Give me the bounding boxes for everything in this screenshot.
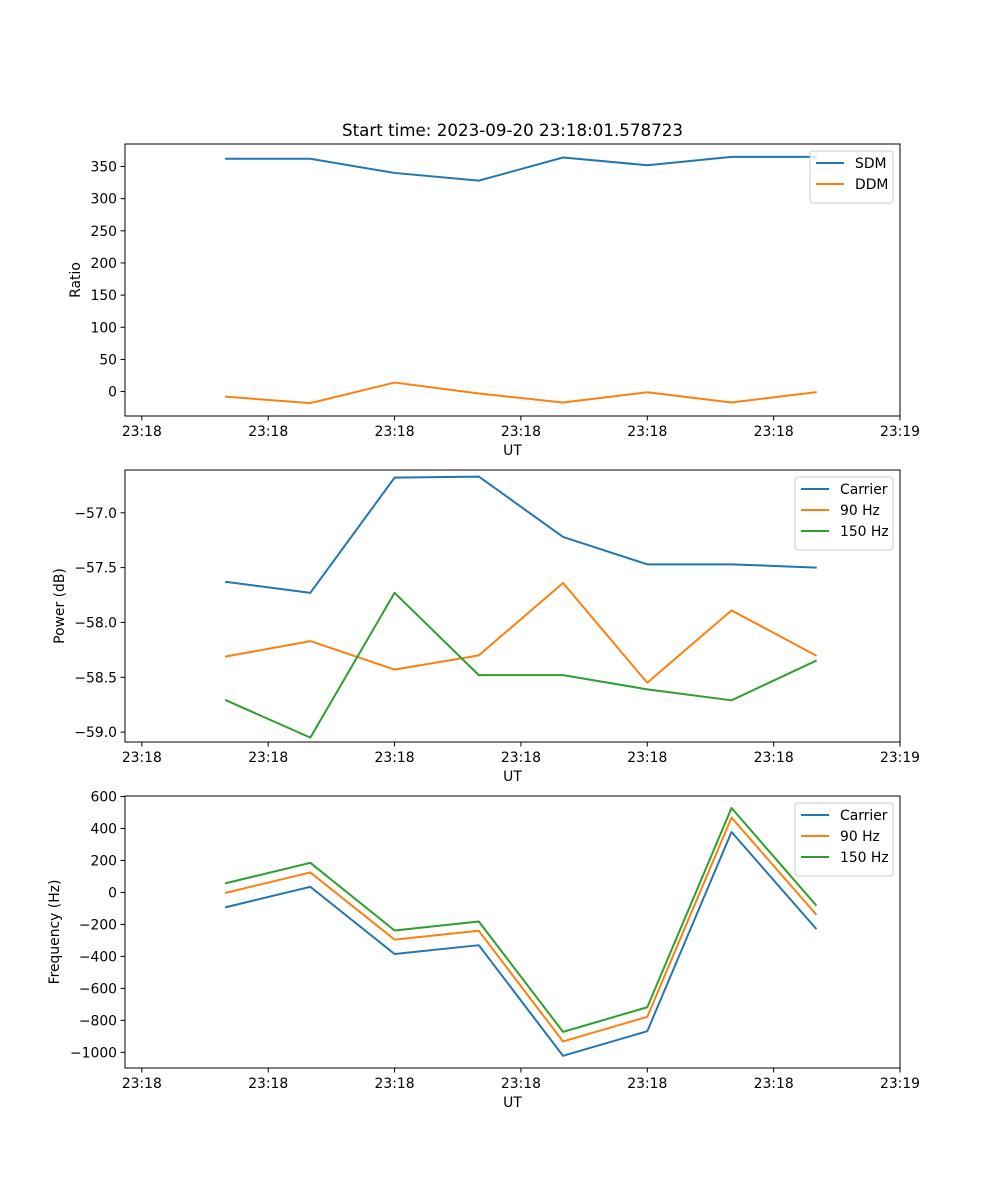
frequency-y-tick-label: −400 xyxy=(79,949,117,965)
power-x-tick-label: 23:18 xyxy=(375,750,415,766)
frequency-x-axis-label: UT xyxy=(503,1095,522,1111)
frequency-panel: 23:18 23:18 23:18 23:18 23:18 23:18 23:19 −1000… xyxy=(47,789,920,1111)
frequency-x-tick-label: 23:18 xyxy=(375,1076,415,1092)
ratio-x-axis-label: UT xyxy=(503,443,522,459)
frequency-y-tick-label: −600 xyxy=(79,981,117,997)
ratio-x-tick-label: 23:18 xyxy=(627,424,667,440)
frequency-x-tick-label: 23:18 xyxy=(248,1076,288,1092)
frequency-series-90-hz xyxy=(224,816,818,1043)
frequency-y-tick-label: −1000 xyxy=(70,1045,117,1061)
frequency-x-tick-label: 23:18 xyxy=(122,1076,162,1092)
ratio-y-tick-label: 0 xyxy=(108,385,117,401)
ratio-y-tick-label: 100 xyxy=(90,320,117,336)
ratio-legend-label-sdm: SDM xyxy=(855,156,887,172)
ratio-y-tick-label: 250 xyxy=(90,224,117,240)
frequency-legend-label-150-hz: 150 Hz xyxy=(840,850,889,866)
power-legend-label-carrier: Carrier xyxy=(840,482,888,498)
frequency-series-carrier xyxy=(224,830,818,1057)
figure-title: Start time: 2023-09-20 23:18:01.578723 xyxy=(342,120,683,140)
frequency-y-tick-label: −800 xyxy=(79,1013,117,1029)
power-y-tick-label: −57.5 xyxy=(74,561,117,577)
frequency-legend-label-90-hz: 90 Hz xyxy=(840,829,880,845)
frequency-y-tick-label: −200 xyxy=(79,917,117,933)
ratio-x-tick-label: 23:18 xyxy=(375,424,415,440)
ratio-x-tick-label: 23:18 xyxy=(754,424,794,440)
frequency-x-tick-label: 23:18 xyxy=(754,1076,794,1092)
ratio-axes-frame xyxy=(124,143,901,417)
ratio-x-tick-label: 23:19 xyxy=(880,424,920,440)
power-x-tick-label: 23:18 xyxy=(501,750,541,766)
power-legend-label-150-hz: 150 Hz xyxy=(840,524,889,540)
frequency-x-tick-label: 23:18 xyxy=(627,1076,667,1092)
frequency-x-tick-label: 23:18 xyxy=(501,1076,541,1092)
ratio-legend: SDM DDM xyxy=(809,150,894,204)
ratio-y-tick-label: 350 xyxy=(90,160,117,176)
frequency-y-tick-label: 0 xyxy=(108,885,117,901)
ratio-series-ddm xyxy=(225,381,817,405)
ratio-x-tick-label: 23:18 xyxy=(501,424,541,440)
frequency-x-tick-label: 23:19 xyxy=(880,1076,920,1092)
power-series-150-hz xyxy=(224,591,818,739)
ratio-x-tick-label: 23:18 xyxy=(248,424,288,440)
power-legend: Carrier 90 Hz 150 Hz xyxy=(794,476,894,551)
power-x-axis-label: UT xyxy=(503,769,522,785)
ratio-y-tick-label: 200 xyxy=(90,256,117,272)
power-y-tick-label: −58.5 xyxy=(74,670,117,686)
frequency-y-tick-label: 400 xyxy=(90,821,117,837)
ratio-legend-label-ddm: DDM xyxy=(855,177,888,193)
power-y-tick-label: −57.0 xyxy=(74,506,117,522)
frequency-y-axis-label: Frequency (Hz) xyxy=(47,880,63,985)
power-series-carrier xyxy=(224,475,817,594)
power-x-tick-label: 23:18 xyxy=(248,750,288,766)
power-x-tick-label: 23:18 xyxy=(754,750,794,766)
ratio-y-axis-label: Ratio xyxy=(68,262,84,298)
power-x-tick-label: 23:18 xyxy=(122,750,162,766)
ratio-series-sdm xyxy=(225,155,817,182)
power-panel: 23:18 23:18 23:18 23:18 23:18 23:18 23:19 −59.0… xyxy=(52,469,920,785)
frequency-axes-frame xyxy=(124,795,901,1069)
power-x-tick-label: 23:18 xyxy=(627,750,667,766)
ratio-x-tick-label: 23:18 xyxy=(122,424,162,440)
power-x-tick-label: 23:19 xyxy=(880,750,920,766)
frequency-series-150-hz xyxy=(224,806,818,1033)
frequency-y-tick-label: 600 xyxy=(90,789,117,805)
power-y-axis-label: Power (dB) xyxy=(52,568,68,644)
frequency-legend-label-carrier: Carrier xyxy=(840,808,888,824)
ratio-y-tick-label: 300 xyxy=(90,192,117,208)
ratio-panel: Start time: 2023-09-20 23:18:01.578723 2… xyxy=(68,120,920,459)
frequency-legend: Carrier 90 Hz 150 Hz xyxy=(794,802,894,877)
power-series-90-hz xyxy=(224,581,818,684)
power-legend-label-90-hz: 90 Hz xyxy=(840,503,880,519)
frequency-y-tick-label: 200 xyxy=(90,853,117,869)
ratio-y-tick-label: 50 xyxy=(99,352,117,368)
power-y-tick-label: −59.0 xyxy=(74,725,117,741)
power-axes-frame xyxy=(124,469,901,743)
ratio-y-tick-label: 150 xyxy=(90,288,117,304)
power-y-tick-label: −58.0 xyxy=(74,615,117,631)
